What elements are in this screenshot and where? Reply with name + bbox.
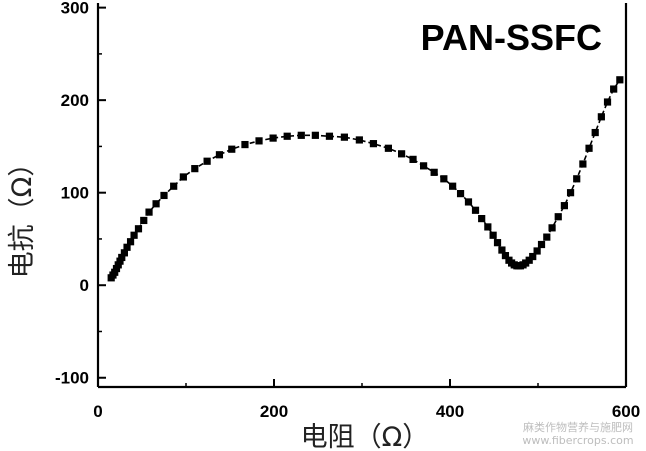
data-point (498, 246, 506, 254)
data-point (134, 225, 143, 233)
y-tick-label: 100 (61, 184, 89, 203)
watermark-line2: www.fibercrops.com (522, 434, 633, 447)
data-point (529, 252, 537, 261)
data-point (420, 162, 428, 170)
data-point (478, 214, 486, 223)
data-point (130, 231, 138, 239)
data-point (120, 249, 128, 257)
data-point (118, 253, 126, 262)
data-point (228, 145, 236, 153)
data-point (525, 256, 533, 264)
data-point (140, 216, 148, 225)
data-point (610, 85, 618, 93)
data-point (573, 175, 581, 183)
data-point (191, 165, 199, 173)
data-point (537, 240, 546, 249)
y-tick-label: 200 (61, 91, 89, 110)
data-point (255, 137, 263, 145)
y-tick-label: 300 (61, 0, 89, 18)
data-point (616, 76, 624, 84)
data-point (269, 134, 277, 142)
data-point (340, 133, 348, 141)
x-tick-label: 0 (93, 402, 102, 421)
y-tick-label: 0 (80, 276, 89, 295)
data-point (116, 257, 124, 265)
x-ticks: 0 200 400 600 (93, 379, 640, 421)
data-point (430, 168, 438, 176)
data-point (179, 173, 187, 181)
x-tick-label: 600 (612, 402, 640, 421)
data-point (152, 200, 160, 208)
data-point (170, 182, 178, 190)
data-point (449, 182, 457, 190)
data-point (145, 208, 153, 216)
data-point (501, 252, 510, 260)
data-point (493, 239, 502, 247)
data-point (126, 238, 135, 246)
data-point (123, 243, 131, 251)
data-point (384, 144, 392, 152)
watermark-line1: 麻类作物营养与施肥网 (523, 420, 633, 434)
data-point (603, 98, 612, 106)
data-point (471, 206, 480, 214)
data-point (409, 155, 417, 163)
data-point (484, 223, 492, 231)
data-point (203, 157, 211, 165)
data-point (560, 202, 568, 210)
data-point (489, 231, 497, 239)
y-axis-title: 电抗（Ω） (7, 150, 38, 279)
data-point (464, 198, 473, 206)
data-point (543, 233, 551, 241)
data-point (440, 175, 448, 183)
data-point (398, 150, 406, 158)
data-point (160, 191, 168, 200)
data-point (283, 132, 291, 140)
x-tick-label: 400 (436, 402, 464, 421)
data-point (369, 140, 378, 148)
data-point (566, 189, 575, 197)
data-point (215, 151, 224, 159)
y-tick-label: -100 (55, 369, 89, 388)
data-point (114, 261, 122, 269)
data-point (533, 247, 541, 255)
data-point (311, 131, 319, 139)
data-point (325, 132, 334, 140)
series-group (107, 76, 624, 282)
data-point (241, 140, 249, 149)
x-tick-label: 200 (260, 402, 288, 421)
data-point (456, 190, 465, 198)
data-point (112, 264, 121, 273)
annotation-label: PAN-SSFC (421, 17, 602, 58)
data-point (591, 128, 599, 137)
data-point (548, 224, 556, 232)
data-point (579, 160, 587, 168)
data-point (554, 213, 562, 221)
data-point (597, 113, 605, 121)
data-point (355, 136, 363, 144)
data-point (297, 131, 305, 139)
y-ticks: -100 0 100 200 300 (55, 0, 106, 388)
x-axis-title: 电阻（Ω） (301, 422, 430, 451)
data-point (585, 144, 593, 152)
data-point (111, 268, 119, 276)
